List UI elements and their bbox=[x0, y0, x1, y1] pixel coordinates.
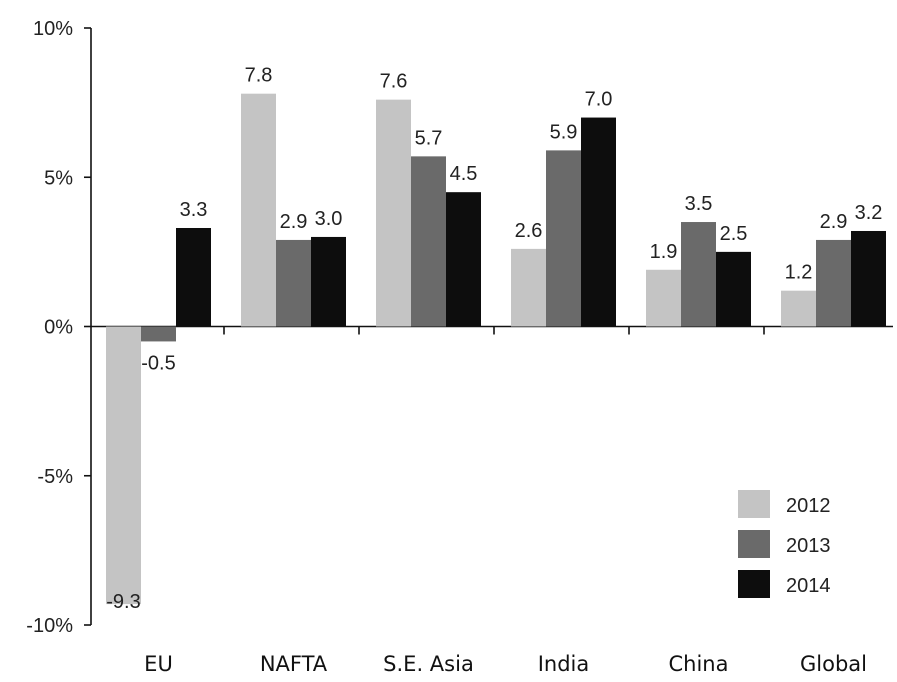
data-label: -9.3 bbox=[106, 591, 140, 613]
bar-2014-eu bbox=[176, 227, 211, 327]
bar-2012-nafta bbox=[241, 93, 276, 327]
data-label: 7.6 bbox=[380, 71, 408, 93]
data-label: -0.5 bbox=[141, 352, 175, 374]
bar-2013-china bbox=[681, 222, 716, 327]
bar-2012-seasia bbox=[376, 99, 411, 327]
bar-2014-nafta bbox=[311, 236, 346, 327]
y-tick-label: 0% bbox=[44, 317, 73, 339]
x-category-label: EU bbox=[144, 652, 173, 676]
bar-2013-global bbox=[816, 239, 851, 327]
bar-2014-seasia bbox=[446, 192, 481, 327]
x-category-label: Global bbox=[800, 652, 867, 676]
bar-2013-india bbox=[546, 150, 581, 327]
y-tick-label: 10% bbox=[33, 18, 73, 40]
x-category-label: NAFTA bbox=[260, 652, 328, 676]
data-label: 1.9 bbox=[650, 241, 678, 263]
y-tick-label: -10% bbox=[26, 615, 73, 637]
y-tick-label: -5% bbox=[37, 466, 73, 488]
x-category-label: S.E. Asia bbox=[383, 652, 474, 676]
data-label: 5.7 bbox=[415, 127, 443, 149]
data-label: 7.8 bbox=[245, 65, 273, 87]
x-category-label: China bbox=[669, 652, 729, 676]
bar-2013-seasia bbox=[411, 156, 446, 327]
bar-2014-global bbox=[851, 230, 886, 327]
bar-2012-china bbox=[646, 269, 681, 327]
legend-swatch-2013 bbox=[738, 530, 770, 558]
bar-2012-eu bbox=[106, 326, 141, 605]
bar-2014-india bbox=[581, 117, 616, 327]
data-label: 2.6 bbox=[515, 220, 543, 242]
x-category-label: India bbox=[538, 652, 590, 676]
legend-swatch-2014 bbox=[738, 570, 770, 598]
legend-label: 2014 bbox=[786, 575, 831, 597]
bar-2012-global bbox=[781, 290, 816, 327]
data-label: 3.3 bbox=[180, 199, 208, 221]
data-label: 1.2 bbox=[785, 262, 813, 284]
legend-label: 2012 bbox=[786, 495, 831, 517]
bar-2012-india bbox=[511, 248, 546, 327]
data-label: 5.9 bbox=[550, 121, 578, 143]
legend-swatch-2012 bbox=[738, 490, 770, 518]
data-label: 4.5 bbox=[450, 163, 478, 185]
y-tick-label: 5% bbox=[44, 167, 73, 189]
legend-label: 2013 bbox=[786, 535, 831, 557]
bar-2013-nafta bbox=[276, 239, 311, 327]
data-label: 2.9 bbox=[280, 211, 308, 233]
data-label: 3.0 bbox=[315, 208, 343, 230]
data-label: 3.2 bbox=[855, 202, 883, 224]
data-label: 7.0 bbox=[585, 89, 613, 111]
bar-2014-china bbox=[716, 251, 751, 327]
data-label: 2.5 bbox=[720, 223, 748, 245]
data-label: 3.5 bbox=[685, 193, 713, 215]
data-label: 2.9 bbox=[820, 211, 848, 233]
bar-2013-eu bbox=[141, 326, 176, 342]
